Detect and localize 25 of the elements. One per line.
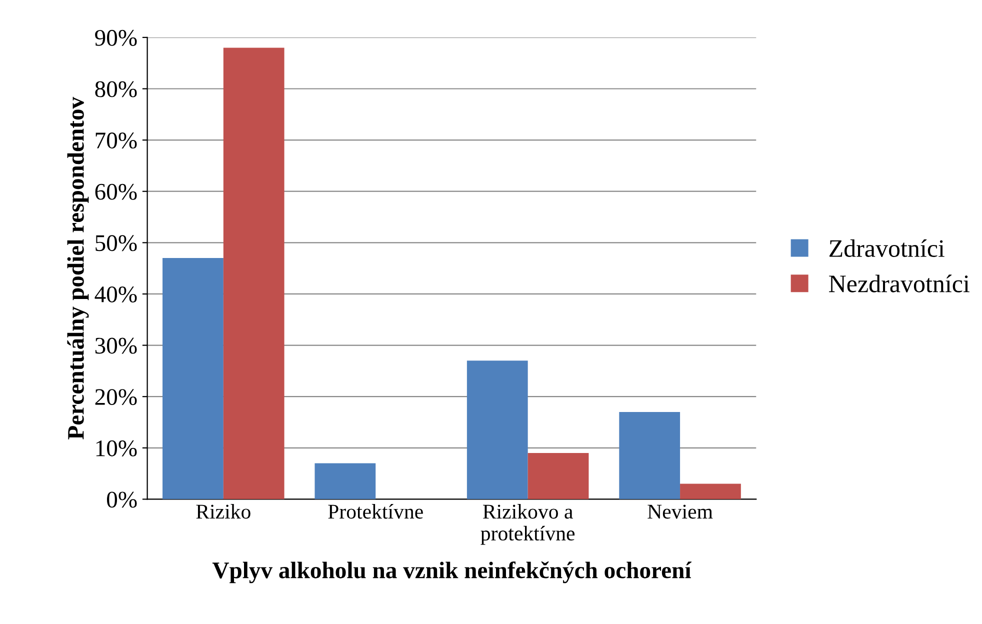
y-tick-label: 50% — [96, 235, 137, 252]
y-tick-label: 30% — [95, 338, 137, 354]
x-tick-label: Protektívne — [328, 504, 423, 519]
bar — [528, 453, 589, 500]
bar — [162, 258, 224, 500]
y-tick-label: 80% — [95, 81, 137, 98]
y-tick-label: 70% — [96, 132, 137, 149]
y-axis-title: Percentuálny podiel respondentov — [67, 96, 89, 440]
y-tick-label: 20% — [95, 389, 137, 406]
bar — [314, 463, 376, 500]
x-axis-title: Vplyv alkoholu na vznik neinfekčných ochorení — [212, 561, 692, 584]
y-tick-label: 40% — [94, 286, 137, 302]
y-tick-label: 10% — [96, 440, 137, 456]
x-tick-label: Neviem — [648, 504, 713, 519]
bar — [619, 412, 680, 500]
bar — [223, 48, 284, 500]
y-tick-label: 90% — [95, 30, 137, 46]
legend-label: Zdravotníci — [830, 239, 944, 257]
y-tick-label: 0% — [107, 492, 137, 508]
y-tick-label: 60% — [95, 184, 137, 200]
x-tick-label: Rizikovo a protektívne — [480, 504, 575, 545]
bar — [680, 484, 741, 500]
legend-label: Nezdravotníci — [829, 274, 970, 292]
bar — [466, 360, 528, 500]
x-tick-label: Riziko — [196, 504, 250, 519]
